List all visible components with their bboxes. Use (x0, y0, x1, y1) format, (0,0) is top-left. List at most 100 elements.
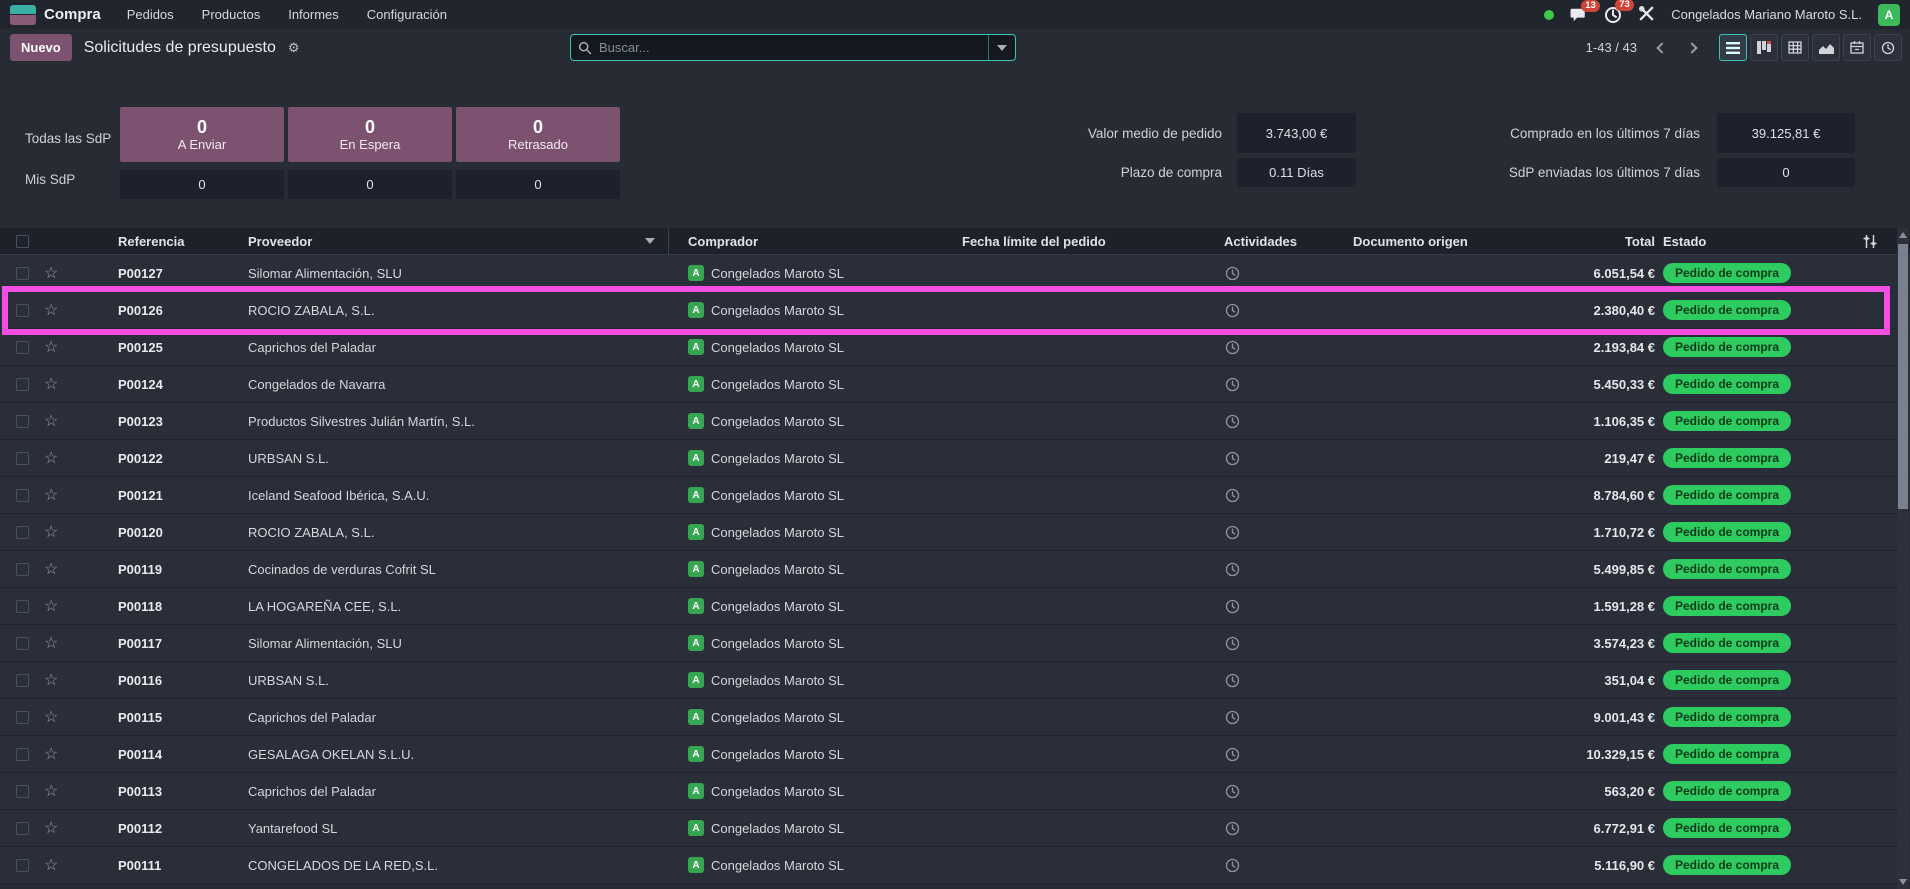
view-activity-button[interactable] (1874, 34, 1902, 61)
row-checkbox[interactable] (16, 711, 29, 724)
favorite-star-icon[interactable]: ☆ (44, 366, 58, 402)
header-total[interactable]: Total (1450, 228, 1655, 254)
favorite-star-icon[interactable]: ☆ (44, 403, 58, 439)
messages-button[interactable]: 13 (1570, 7, 1588, 23)
table-row[interactable]: ☆P00125Caprichos del PaladarACongelados … (0, 329, 1910, 366)
header-deadline[interactable]: Fecha límite del pedido (962, 228, 1106, 254)
view-pivot-button[interactable] (1781, 34, 1809, 61)
action-gear-icon[interactable]: ⚙ (288, 40, 300, 56)
table-row[interactable]: ☆P00121Iceland Seafood Ibérica, S.A.U.AC… (0, 477, 1910, 514)
row-checkbox[interactable] (16, 748, 29, 761)
search-bar[interactable] (570, 34, 1016, 61)
table-row[interactable]: ☆P00124Congelados de NavarraACongelados … (0, 366, 1910, 403)
favorite-star-icon[interactable]: ☆ (44, 477, 58, 513)
row-checkbox[interactable] (16, 674, 29, 687)
table-row[interactable]: ☆P00118LA HOGAREÑA CEE, S.L.ACongelados … (0, 588, 1910, 625)
debug-tools-button[interactable] (1638, 5, 1655, 25)
row-activities[interactable] (1225, 736, 1240, 772)
scroll-down-button[interactable] (1897, 875, 1909, 889)
vertical-scrollbar[interactable] (1897, 228, 1909, 889)
row-activities[interactable] (1225, 773, 1240, 809)
row-checkbox[interactable] (16, 267, 29, 280)
row-checkbox[interactable] (16, 378, 29, 391)
row-checkbox[interactable] (16, 785, 29, 798)
table-row[interactable]: ☆P00123Productos Silvestres Julián Martí… (0, 403, 1910, 440)
favorite-star-icon[interactable]: ☆ (44, 625, 58, 661)
row-checkbox[interactable] (16, 489, 29, 502)
row-activities[interactable] (1225, 810, 1240, 846)
select-all-checkbox[interactable] (16, 235, 29, 248)
favorite-star-icon[interactable]: ☆ (44, 699, 58, 735)
favorite-star-icon[interactable]: ☆ (44, 292, 58, 328)
header-state[interactable]: Estado (1663, 228, 1706, 254)
row-checkbox[interactable] (16, 859, 29, 872)
row-activities[interactable] (1225, 514, 1240, 550)
kpi-card-a-enviar[interactable]: 0 A Enviar (120, 107, 284, 162)
search-input[interactable] (599, 40, 988, 55)
new-button[interactable]: Nuevo (10, 34, 72, 61)
activities-button[interactable]: 73 (1604, 6, 1622, 24)
row-activities[interactable] (1225, 292, 1240, 328)
favorite-star-icon[interactable]: ☆ (44, 514, 58, 550)
table-row[interactable]: ☆P00119Cocinados de verduras Cofrit SLAC… (0, 551, 1910, 588)
row-activities[interactable] (1225, 847, 1240, 883)
pager-previous-button[interactable] (1649, 35, 1675, 61)
row-checkbox[interactable] (16, 415, 29, 428)
table-row[interactable]: ☆P00111CONGELADOS DE LA RED,S.L.ACongela… (0, 847, 1910, 884)
row-activities[interactable] (1225, 440, 1240, 476)
favorite-star-icon[interactable]: ☆ (44, 440, 58, 476)
favorite-star-icon[interactable]: ☆ (44, 255, 58, 291)
column-sort-caret[interactable] (645, 228, 655, 254)
table-row[interactable]: ☆P00127Silomar Alimentación, SLUACongela… (0, 255, 1910, 292)
view-kanban-button[interactable] (1750, 34, 1778, 61)
row-activities[interactable] (1225, 588, 1240, 624)
app-name[interactable]: Compra (44, 6, 101, 23)
header-vendor[interactable]: Proveedor (248, 228, 312, 254)
favorite-star-icon[interactable]: ☆ (44, 329, 58, 365)
row-checkbox[interactable] (16, 637, 29, 650)
view-graph-button[interactable] (1812, 34, 1840, 61)
search-filters-toggle[interactable] (988, 35, 1015, 60)
favorite-star-icon[interactable]: ☆ (44, 736, 58, 772)
row-activities[interactable] (1225, 662, 1240, 698)
row-activities[interactable] (1225, 551, 1240, 587)
header-reference[interactable]: Referencia (118, 228, 184, 254)
company-switcher[interactable]: Congelados Mariano Maroto S.L. (1671, 7, 1862, 22)
header-buyer[interactable]: Comprador (688, 228, 758, 254)
row-activities[interactable] (1225, 477, 1240, 513)
table-row[interactable]: ☆P00117Silomar Alimentación, SLUACongela… (0, 625, 1910, 662)
view-list-button[interactable] (1719, 34, 1747, 61)
row-activities[interactable] (1225, 403, 1240, 439)
kpi-card-en-espera[interactable]: 0 En Espera (288, 107, 452, 162)
table-row[interactable]: ☆P00114GESALAGA OKELAN S.L.U.ACongelados… (0, 736, 1910, 773)
table-row[interactable]: ☆P00126ROCIO ZABALA, S.L.ACongelados Mar… (0, 292, 1910, 329)
row-checkbox[interactable] (16, 304, 29, 317)
favorite-star-icon[interactable]: ☆ (44, 847, 58, 883)
view-calendar-button[interactable] (1843, 34, 1871, 61)
row-checkbox[interactable] (16, 526, 29, 539)
header-activities[interactable]: Actividades (1224, 228, 1297, 254)
scrollbar-thumb[interactable] (1898, 244, 1908, 509)
table-row[interactable]: ☆P00120ROCIO ZABALA, S.L.ACongelados Mar… (0, 514, 1910, 551)
menu-pedidos[interactable]: Pedidos (127, 7, 174, 22)
kpi-card-my-retrasado[interactable]: 0 (456, 170, 620, 199)
favorite-star-icon[interactable]: ☆ (44, 662, 58, 698)
row-checkbox[interactable] (16, 822, 29, 835)
favorite-star-icon[interactable]: ☆ (44, 810, 58, 846)
row-checkbox[interactable] (16, 600, 29, 613)
row-activities[interactable] (1225, 366, 1240, 402)
row-checkbox[interactable] (16, 452, 29, 465)
kpi-card-my-a-enviar[interactable]: 0 (120, 170, 284, 199)
row-activities[interactable] (1225, 329, 1240, 365)
row-activities[interactable] (1225, 625, 1240, 661)
app-logo[interactable] (10, 5, 36, 25)
row-activities[interactable] (1225, 255, 1240, 291)
table-row[interactable]: ☆P00112Yantarefood SLACongelados Maroto … (0, 810, 1910, 847)
kpi-card-retrasado[interactable]: 0 Retrasado (456, 107, 620, 162)
scroll-up-button[interactable] (1897, 228, 1909, 242)
favorite-star-icon[interactable]: ☆ (44, 588, 58, 624)
table-row[interactable]: ☆P00113Caprichos del PaladarACongelados … (0, 773, 1910, 810)
kpi-card-my-en-espera[interactable]: 0 (288, 170, 452, 199)
row-activities[interactable] (1225, 699, 1240, 735)
menu-informes[interactable]: Informes (288, 7, 339, 22)
